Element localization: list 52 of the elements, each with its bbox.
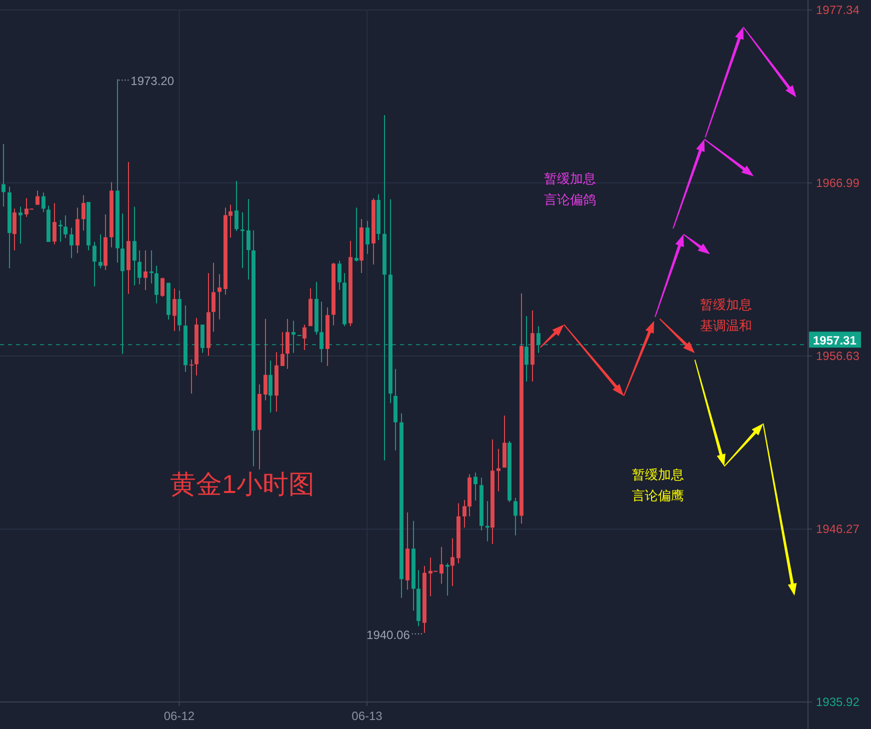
candlestick: [172, 288, 176, 332]
candlestick: [36, 190, 40, 206]
candlestick: [12, 208, 16, 251]
candlestick: [64, 214, 68, 239]
annotation: 暂缓加息言论偏鹰: [632, 467, 684, 503]
ref-line-label: 1957.31: [813, 334, 857, 348]
candlestick: [144, 250, 148, 291]
annotation: 暂缓加息言论偏鸽: [544, 171, 596, 207]
candlestick: [264, 318, 268, 401]
y-tick-label: 1935.92: [816, 695, 860, 709]
candlestick: [474, 472, 478, 502]
candlestick: [268, 360, 272, 414]
candlestick: [2, 143, 6, 207]
candlestick: [366, 220, 370, 254]
candlestick: [302, 324, 306, 350]
candlestick: [52, 202, 56, 245]
candlestick: [514, 497, 518, 536]
candlestick: [190, 358, 194, 394]
candlestick: [280, 332, 284, 367]
candlestick: [82, 194, 86, 232]
candlestick: [234, 180, 238, 232]
candlestick: [18, 206, 22, 244]
y-tick-label: 1966.99: [816, 176, 860, 190]
candlestick: [98, 234, 102, 269]
candlestick: [450, 538, 454, 587]
y-tick-label: 1956.63: [816, 349, 860, 363]
candlestick: [154, 265, 158, 304]
candlestick: [138, 250, 142, 285]
candlestick: [286, 318, 290, 370]
candlestick: [150, 250, 154, 284]
candlestick: [42, 192, 46, 213]
candlestick: [354, 207, 358, 262]
annotation: 1940.06: [366, 628, 410, 642]
candlestick: [92, 241, 96, 287]
annotation: 1973.20: [130, 74, 174, 88]
candlestick: [440, 546, 444, 584]
annotation: 暂缓加息基调温和: [700, 297, 752, 333]
candlestick: [496, 448, 500, 492]
candlestick: [240, 212, 244, 269]
candlestick: [70, 227, 74, 259]
candlestick: [58, 220, 62, 242]
candlestick: [338, 260, 342, 291]
annotation: 黄金1小时图: [170, 469, 314, 499]
y-tick-label: 1977.34: [816, 3, 860, 17]
x-tick-label: 06-12: [164, 709, 195, 723]
candlestick: [246, 198, 250, 280]
candlestick: [132, 206, 136, 286]
candlestick: [218, 274, 222, 320]
candlestick: [160, 277, 164, 298]
candlestick: [212, 262, 216, 332]
x-tick-label: 06-13: [352, 709, 383, 723]
y-tick-label: 1946.27: [816, 522, 860, 536]
